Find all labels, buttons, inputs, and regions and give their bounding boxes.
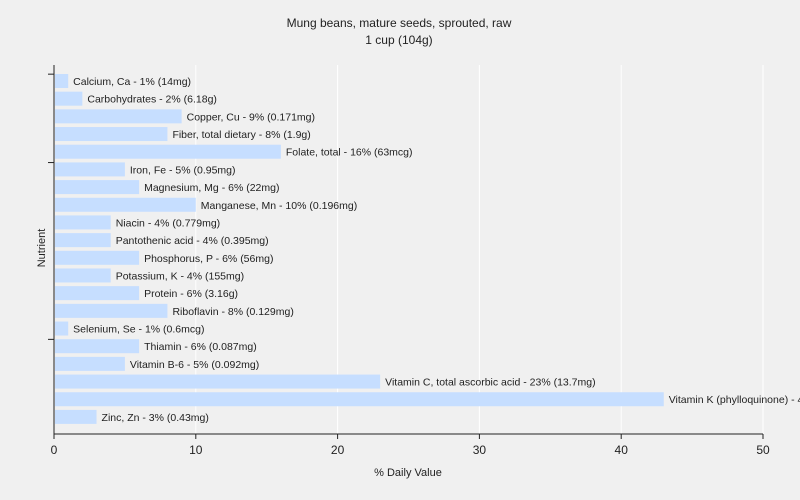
y-axis-ticks xyxy=(48,73,54,340)
bar-label: Pantothenic acid - 4% (0.395mg) xyxy=(116,235,269,247)
bar xyxy=(55,303,168,318)
bar xyxy=(55,197,196,212)
bar xyxy=(55,268,111,283)
bar-label: Folate, total - 16% (63mcg) xyxy=(286,147,413,159)
bar-labels: Calcium, Ca - 1% (14mg) Carbohydrates - 2… xyxy=(73,76,800,424)
bar xyxy=(55,339,140,354)
bar-label: Riboflavin - 8% (0.129mg) xyxy=(172,306,293,318)
bar xyxy=(55,162,125,177)
chart-title: Mung beans, mature seeds, sprouted, raw xyxy=(287,16,512,30)
bar-label: Vitamin B-6 - 5% (0.092mg) xyxy=(130,359,259,371)
bar-label: Phosphorus, P - 6% (56mg) xyxy=(144,253,273,265)
x-tick-label: 50 xyxy=(756,443,770,457)
bar-label: Manganese, Mn - 10% (0.196mg) xyxy=(201,200,357,212)
bar-label: Magnesium, Mg - 6% (22mg) xyxy=(144,182,279,194)
bar-label: Zinc, Zn - 3% (0.43mg) xyxy=(102,412,209,424)
bar-label: Selenium, Se - 1% (0.6mcg) xyxy=(73,324,204,336)
y-axis-title: Nutrient xyxy=(36,229,48,268)
x-axis-ticks: 0 10 20 30 40 50 xyxy=(51,434,770,457)
bar xyxy=(55,91,83,106)
grid-lines xyxy=(195,65,764,434)
bar xyxy=(55,127,168,142)
bar xyxy=(55,144,281,159)
bars xyxy=(55,74,664,424)
bar-label: Potassium, K - 4% (155mg) xyxy=(116,270,244,282)
bar xyxy=(55,250,140,265)
bar-label: Vitamin C, total ascorbic acid - 23% (13… xyxy=(385,377,595,389)
x-tick-label: 40 xyxy=(615,443,629,457)
bar xyxy=(55,409,97,424)
bar xyxy=(55,215,111,230)
bar xyxy=(55,233,111,248)
x-tick-label: 30 xyxy=(473,443,487,457)
bar-label: Fiber, total dietary - 8% (1.9g) xyxy=(172,129,310,141)
bar xyxy=(55,392,664,407)
bar xyxy=(55,286,140,301)
x-tick-label: 10 xyxy=(189,443,203,457)
bar-label: Carbohydrates - 2% (6.18g) xyxy=(87,94,217,106)
bar xyxy=(55,109,182,124)
bar xyxy=(55,321,69,336)
x-tick-label: 20 xyxy=(331,443,345,457)
bar xyxy=(55,374,381,389)
bar-label: Iron, Fe - 5% (0.95mg) xyxy=(130,164,236,176)
bar-label: Copper, Cu - 9% (0.171mg) xyxy=(187,111,315,123)
bar-label: Protein - 6% (3.16g) xyxy=(144,288,238,300)
bar-label: Niacin - 4% (0.779mg) xyxy=(116,217,220,229)
bar xyxy=(55,74,69,88)
chart-subtitle: 1 cup (104g) xyxy=(365,33,432,47)
bar-label: Calcium, Ca - 1% (14mg) xyxy=(73,76,191,88)
bar-label: Thiamin - 6% (0.087mg) xyxy=(144,341,257,353)
x-tick-label: 0 xyxy=(51,443,58,457)
bar xyxy=(55,180,140,195)
x-axis-title: % Daily Value xyxy=(374,467,442,479)
bar xyxy=(55,356,125,371)
bar-label: Vitamin K (phylloquinone) - 43% (34.3mcg… xyxy=(669,394,800,406)
